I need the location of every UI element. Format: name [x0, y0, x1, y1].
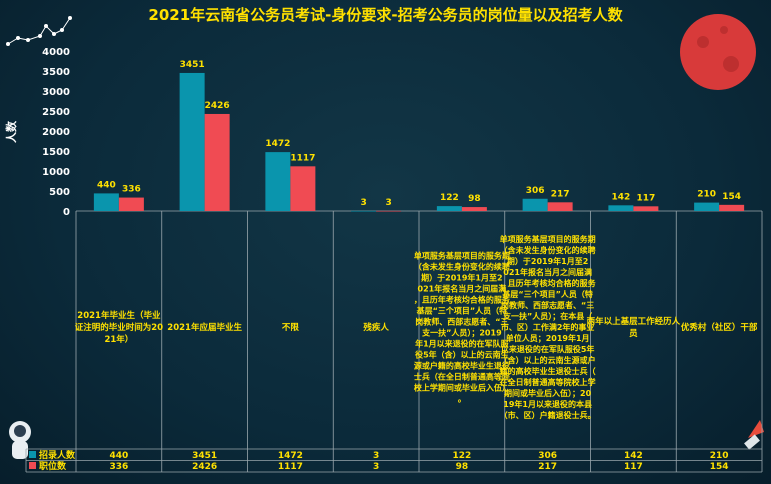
table-cell: 1472 — [278, 451, 303, 461]
bar-positions — [118, 197, 144, 211]
data-label: 117 — [636, 193, 655, 203]
bar-positions — [290, 166, 316, 211]
table-cell: 440 — [109, 451, 128, 461]
data-table: 招录人数 440 3451 1472 3 122 306 142 210 职位数 336 2426 11… — [29, 449, 729, 472]
y-tick-label: 500 — [49, 187, 70, 198]
data-label: 1472 — [265, 139, 290, 149]
category-label: 2021年毕业生（毕业证注明的毕业时间为20 21年） — [75, 310, 163, 345]
bar-enrollment — [179, 72, 205, 212]
table-cell: 336 — [109, 462, 128, 472]
data-label: 142 — [611, 192, 630, 202]
y-tick-label: 1000 — [42, 167, 70, 178]
category-label: 单项服务基层项目的服务期（含未发生身份变化的续聘期）于2019年1月至2 021年… — [414, 251, 511, 404]
legend-label: 职位数 — [39, 460, 67, 472]
y-tick-label: 3000 — [42, 87, 70, 98]
data-label: 3 — [385, 198, 391, 208]
data-label: 3 — [360, 198, 366, 208]
bar-positions — [376, 210, 402, 212]
astronaut-decoration — [9, 421, 31, 459]
data-label: 1117 — [290, 153, 315, 163]
category-label: 两年以上基层工作经历人员 — [587, 316, 681, 339]
y-tick-label: 3500 — [42, 67, 70, 78]
chart-title: 2021年云南省公务员考试-身份要求-招考公务员的岗位量以及招考人数 — [148, 6, 623, 24]
data-label: 154 — [722, 192, 741, 202]
table-cell: 306 — [538, 451, 557, 461]
table-cell: 3 — [373, 451, 379, 461]
data-label: 440 — [97, 180, 116, 190]
y-tick-label: 2000 — [42, 127, 70, 138]
bar-enrollment — [522, 198, 548, 211]
table-cell: 122 — [452, 451, 471, 461]
category-label: 不限 — [282, 323, 300, 333]
legend-label: 招录人数 — [39, 449, 76, 461]
rocket-decoration — [744, 420, 764, 450]
data-label: 3451 — [180, 60, 205, 70]
bar-enrollment — [351, 210, 377, 212]
table-cell: 3451 — [192, 451, 217, 461]
data-label: 98 — [468, 194, 481, 204]
table-grid — [25, 210, 763, 473]
y-tick-label: 2500 — [42, 107, 70, 118]
category-label: 单项服务基层项目的服务期（含未发生身份变化的续聘期）于2019年1月至2 021年… — [499, 234, 597, 420]
data-label: 122 — [440, 193, 459, 203]
table-cell: 98 — [456, 462, 469, 472]
data-label: 210 — [697, 190, 716, 200]
bar-enrollment — [608, 205, 634, 211]
data-label: 2426 — [205, 101, 230, 111]
category-label: 优秀村（社区）干部 — [681, 322, 758, 333]
bar-positions — [719, 204, 745, 211]
bar-layer — [93, 72, 745, 212]
decoration-layer — [6, 14, 764, 459]
y-axis: 0 500 1000 1500 2000 2500 3000 3500 4000 人数 — [4, 47, 70, 218]
table-cell: 217 — [538, 462, 557, 472]
y-tick-label: 4000 — [42, 47, 70, 58]
bar-positions — [461, 207, 487, 211]
bar-enrollment — [436, 206, 462, 211]
bar-positions — [204, 113, 230, 211]
table-cell: 117 — [624, 462, 643, 472]
table-cell: 1117 — [278, 462, 303, 472]
category-label: 2021年应届毕业生 — [167, 322, 242, 333]
bar-enrollment — [93, 193, 119, 211]
bar-enrollment — [694, 202, 720, 211]
legend-swatch — [29, 462, 36, 469]
bar-positions — [547, 202, 573, 211]
red-moon-decoration — [680, 14, 756, 90]
data-label: 217 — [551, 189, 570, 199]
table-cell: 3 — [373, 462, 379, 472]
data-label: 336 — [122, 185, 141, 195]
table-cell: 154 — [710, 462, 729, 472]
bar-positions — [633, 206, 659, 211]
y-tick-label: 1500 — [42, 147, 70, 158]
legend-swatch — [29, 451, 36, 458]
table-cell: 210 — [710, 451, 729, 461]
data-label: 306 — [526, 186, 545, 196]
category-label-layer: 2021年毕业生（毕业证注明的毕业时间为20 21年） 2021年应届毕业生 不限 残疾… — [75, 234, 758, 420]
table-cell: 2426 — [192, 462, 217, 472]
bar-enrollment — [265, 152, 291, 211]
y-tick-label: 0 — [63, 207, 70, 218]
y-axis-label: 人数 — [4, 120, 18, 143]
table-cell: 142 — [624, 451, 643, 461]
category-label: 残疾人 — [363, 322, 389, 333]
